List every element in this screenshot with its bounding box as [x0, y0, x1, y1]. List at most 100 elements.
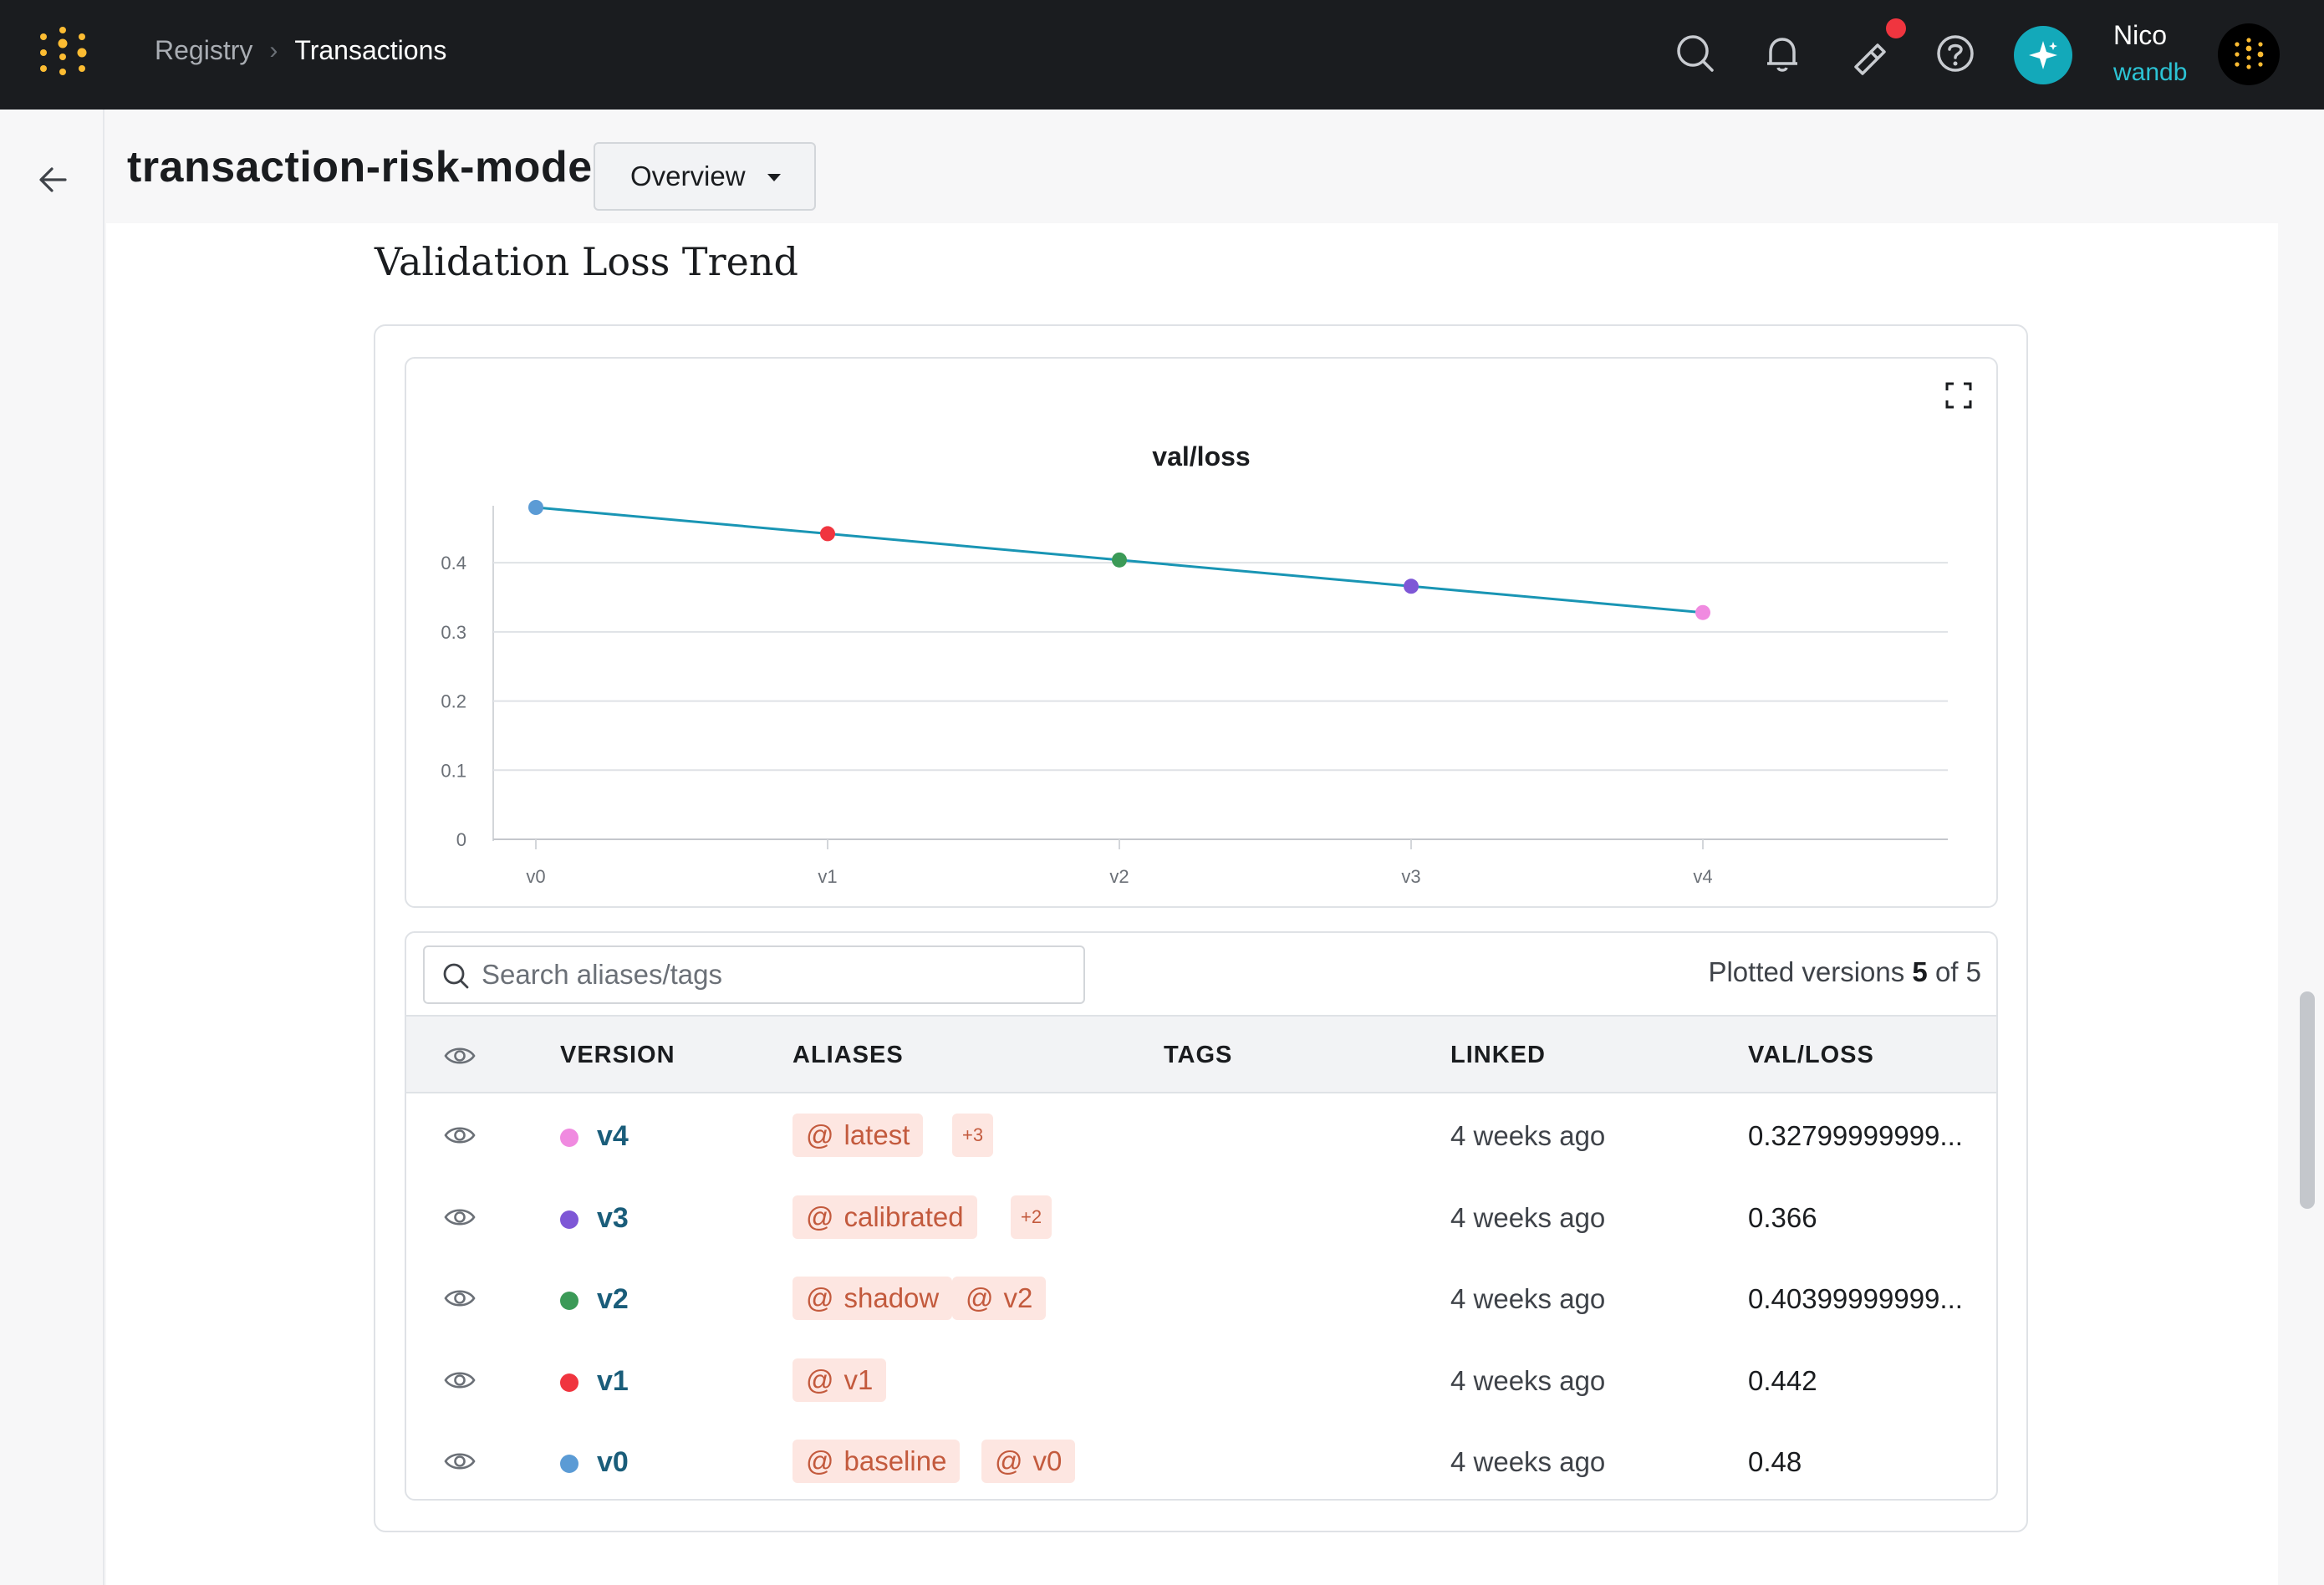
version-label[interactable]: v0	[597, 1446, 629, 1478]
avatar[interactable]	[2218, 23, 2280, 85]
page-title: transaction-risk-model	[127, 143, 605, 191]
search-input[interactable]: Search aliases/tags	[423, 945, 1085, 1004]
at-icon: @	[806, 1282, 834, 1313]
bell-icon[interactable]	[1759, 30, 1806, 77]
version-label[interactable]: v4	[597, 1120, 629, 1152]
x-tick-label: v4	[1693, 866, 1712, 887]
plotted-versions: Plotted versions 5 of 5	[1708, 956, 1981, 988]
expand-icon[interactable]	[1944, 380, 1974, 410]
wandb-logo-icon[interactable]	[33, 23, 92, 82]
alias-text: shadow	[843, 1282, 940, 1313]
table-row[interactable]: v0 @ baseline @ v0 4 weeks ago 0.48	[406, 1421, 1996, 1499]
alias-text: baseline	[843, 1445, 947, 1476]
val-loss-value: 0.442	[1748, 1364, 1817, 1396]
alias-badge[interactable]: @ shadow	[793, 1277, 953, 1320]
val-loss-value: 0.40399999999...	[1748, 1283, 1963, 1314]
data-point[interactable]	[1404, 578, 1419, 594]
user-name[interactable]: Nico	[2113, 20, 2168, 50]
alias-text: calibrated	[843, 1200, 964, 1232]
plotted-count: 5	[1912, 956, 1928, 987]
eye-icon[interactable]	[443, 1450, 477, 1473]
notification-dot	[1886, 18, 1906, 38]
breadcrumb-transactions[interactable]: Transactions	[294, 35, 447, 65]
back-arrow-icon[interactable]	[32, 159, 74, 201]
y-tick-label: 0.4	[441, 553, 466, 573]
breadcrumb-registry[interactable]: Registry	[155, 35, 253, 65]
sparkle-icon[interactable]	[2014, 26, 2072, 84]
chart-title: val/loss	[1152, 441, 1250, 471]
search-icon[interactable]	[1672, 30, 1719, 77]
linked-time: 4 weeks ago	[1450, 1364, 1606, 1396]
linked-time: 4 weeks ago	[1450, 1283, 1606, 1314]
versions-table: Search aliases/tags Plotted versions 5 o…	[405, 931, 1998, 1501]
linked-time: 4 weeks ago	[1450, 1201, 1606, 1233]
alias-text: v0	[1032, 1445, 1063, 1476]
at-icon: @	[806, 1363, 834, 1395]
data-point[interactable]	[1695, 604, 1710, 620]
plotted-prefix: Plotted versions	[1708, 956, 1905, 987]
table-row[interactable]: v2 @ shadow @ v2 4 weeks ago 0.40399999999...	[406, 1258, 1996, 1339]
col-linked[interactable]: LINKED	[1450, 1042, 1546, 1068]
more-aliases-badge[interactable]: +2	[1011, 1195, 1052, 1239]
x-tick-label: v2	[1109, 866, 1129, 887]
flashlight-icon[interactable]	[1846, 30, 1893, 77]
x-tick-label: v1	[818, 866, 837, 887]
col-tags[interactable]: TAGS	[1164, 1042, 1233, 1068]
eye-icon[interactable]	[443, 1044, 477, 1068]
view-select[interactable]: Overview	[594, 142, 816, 211]
eye-icon[interactable]	[443, 1368, 477, 1392]
chevron-right-icon: ›	[269, 36, 278, 64]
alias-text: v1	[843, 1363, 874, 1395]
val-loss-value: 0.32799999999...	[1748, 1120, 1963, 1151]
y-tick-label: 0.2	[441, 691, 466, 712]
plotted-suffix: of 5	[1934, 956, 1981, 987]
col-val-loss[interactable]: VAL/LOSS	[1748, 1042, 1874, 1068]
linked-time: 4 weeks ago	[1450, 1120, 1606, 1151]
eye-icon[interactable]	[443, 1205, 477, 1229]
table-row[interactable]: v1 @ v1 4 weeks ago 0.442	[406, 1340, 1996, 1421]
alias-badge[interactable]: @ baseline	[793, 1440, 961, 1483]
version-color-dot	[560, 1129, 578, 1147]
x-tick-label: v0	[526, 866, 545, 887]
version-label[interactable]: v3	[597, 1201, 629, 1234]
at-icon: @	[995, 1445, 1023, 1476]
val-loss-chart: val/loss 0 0.1 0.2 0.3 0.4 v0 v1 v2 v3 v4	[441, 441, 1948, 887]
val-loss-value: 0.366	[1748, 1201, 1817, 1233]
table-row[interactable]: v3 @ calibrated +2 4 weeks ago 0.366	[406, 1177, 1996, 1258]
data-point[interactable]	[1112, 552, 1127, 568]
left-rail	[0, 110, 104, 1585]
more-aliases-badge[interactable]: +3	[952, 1114, 994, 1157]
search-icon	[440, 960, 471, 991]
table-row[interactable]: v4 @ latest +3 4 weeks ago 0.32799999999...	[406, 1095, 1996, 1176]
eye-icon[interactable]	[443, 1287, 477, 1310]
breadcrumb: Registry › Transactions	[155, 35, 446, 66]
at-icon: @	[806, 1200, 834, 1232]
view-select-label: Overview	[630, 161, 746, 191]
table-header: VERSION ALIASES TAGS LINKED VAL/LOSS	[406, 1015, 1996, 1093]
y-tick-label: 0.1	[441, 760, 466, 781]
scrollbar[interactable]	[2300, 991, 2315, 1209]
at-icon: @	[806, 1119, 834, 1150]
alias-badge[interactable]: @ latest	[793, 1114, 924, 1157]
version-label[interactable]: v1	[597, 1364, 629, 1397]
alias-badge[interactable]: @ v2	[952, 1277, 1047, 1320]
eye-icon[interactable]	[443, 1124, 477, 1147]
alias-badge[interactable]: @ v0	[981, 1440, 1076, 1483]
data-point[interactable]	[528, 500, 543, 515]
col-aliases[interactable]: ALIASES	[793, 1042, 904, 1068]
at-icon: @	[966, 1282, 994, 1313]
version-label[interactable]: v2	[597, 1283, 629, 1315]
x-tick-label: v3	[1401, 866, 1420, 887]
data-point[interactable]	[820, 526, 835, 542]
alias-badge[interactable]: @ calibrated	[793, 1195, 977, 1239]
search-placeholder: Search aliases/tags	[482, 959, 722, 990]
help-icon[interactable]	[1932, 30, 1979, 77]
alias-badge[interactable]: @ v1	[793, 1358, 887, 1402]
version-color-dot	[560, 1210, 578, 1229]
user-team[interactable]: wandb	[2113, 59, 2188, 86]
col-version[interactable]: VERSION	[560, 1042, 675, 1068]
alias-text: v2	[1003, 1282, 1033, 1313]
alias-text: latest	[843, 1119, 910, 1150]
version-color-dot	[560, 1292, 578, 1310]
top-bar: Registry › Transactions Nico wandb	[0, 0, 2324, 110]
